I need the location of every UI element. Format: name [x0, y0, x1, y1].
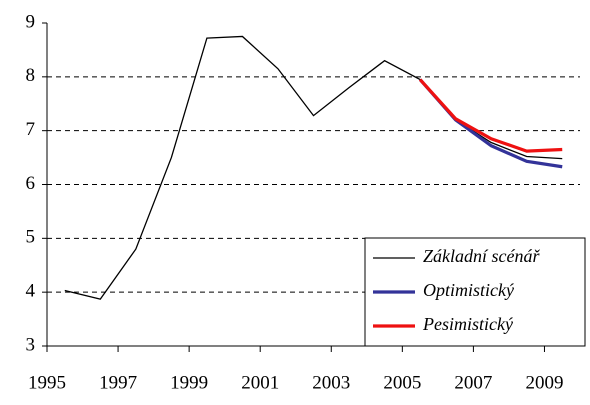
x-tick-label: 2009: [525, 372, 563, 393]
series-line: [418, 78, 563, 169]
x-tick-label: 2003: [312, 372, 350, 393]
x-tick-label: 1999: [170, 372, 208, 393]
legend-label: Základní scénář: [423, 246, 540, 266]
legend-label: Optimistický: [423, 280, 514, 300]
y-tick-label: 9: [26, 11, 36, 32]
series-line: [418, 78, 563, 153]
y-tick-label: 4: [26, 281, 36, 302]
y-tick-label: 8: [26, 65, 36, 86]
legend-label: Pesimistický: [422, 314, 513, 334]
y-tick-label: 3: [26, 334, 36, 355]
x-tick-label: 2005: [383, 372, 421, 393]
x-tick-label: 2001: [241, 372, 279, 393]
y-tick-label: 5: [26, 227, 36, 248]
series-line: [64, 35, 563, 300]
y-tick-label: 6: [26, 173, 36, 194]
x-tick-label: 2007: [454, 372, 492, 393]
x-tick-label: 1995: [28, 372, 66, 393]
x-tick-label: 1997: [99, 372, 137, 393]
y-tick-label: 7: [26, 119, 36, 140]
